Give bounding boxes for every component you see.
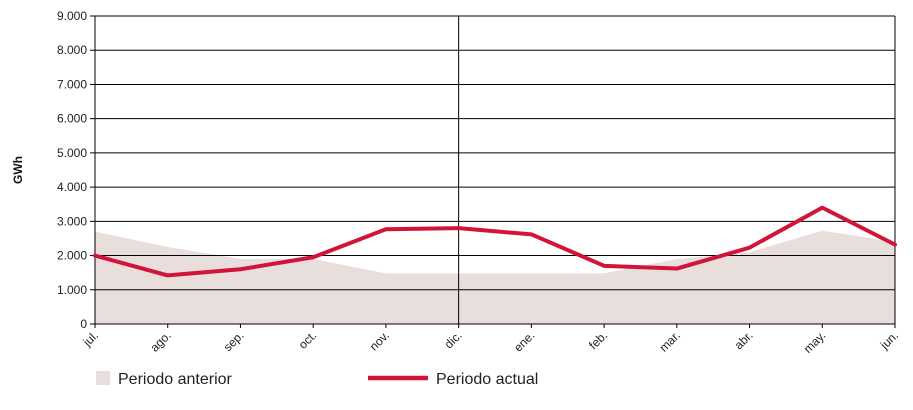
y-axis-label: GWh — [11, 156, 25, 184]
y-tick-label-5: 5.000 — [57, 146, 87, 160]
legend-label-periodo-actual: Periodo actual — [436, 371, 538, 388]
y-tick-label-8: 8.000 — [57, 43, 87, 57]
y-tick-labels: 0 1.000 2.000 3.000 4.000 5.000 6.000 7.000 8.00… — [57, 9, 87, 331]
x-tick-labels: jul. ago. sep. oct. nov. dic. ene. feb. mar. abr.… — [80, 328, 901, 356]
area-series-periodo-anterior — [95, 231, 895, 324]
legend-swatch-periodo-anterior — [96, 371, 110, 385]
legend-label-periodo-anterior: Periodo anterior — [118, 371, 233, 388]
area-layer — [95, 231, 895, 324]
y-tick-label-3: 3.000 — [57, 214, 87, 228]
x-tick-label-8: mar. — [657, 328, 683, 354]
y-tick-label-9: 9.000 — [57, 9, 87, 23]
y-tick-label-0: 0 — [80, 317, 87, 331]
y-tick-label-7: 7.000 — [57, 77, 87, 91]
x-tick-label-10: may. — [801, 328, 829, 356]
x-tick-label-0: jul. — [80, 328, 101, 349]
y-tick-label-4: 4.000 — [57, 180, 87, 194]
x-tick-label-2: sep. — [221, 328, 247, 354]
x-tick-label-11: jun. — [877, 328, 901, 352]
x-tick-label-6: ene. — [511, 328, 537, 354]
x-tick-label-7: feb. — [586, 328, 610, 352]
x-tick-label-4: nov. — [367, 328, 392, 353]
legend: Periodo anterior Periodo actual — [96, 371, 538, 388]
y-tick-label-2: 2.000 — [57, 249, 87, 263]
x-tick-label-9: abr. — [732, 328, 756, 352]
x-tick-label-5: dic. — [442, 328, 465, 351]
x-tick-label-1: ago. — [147, 328, 173, 354]
y-tick-label-6: 6.000 — [57, 112, 87, 126]
x-tick-label-3: oct. — [296, 328, 320, 352]
y-tick-label-1: 1.000 — [57, 283, 87, 297]
